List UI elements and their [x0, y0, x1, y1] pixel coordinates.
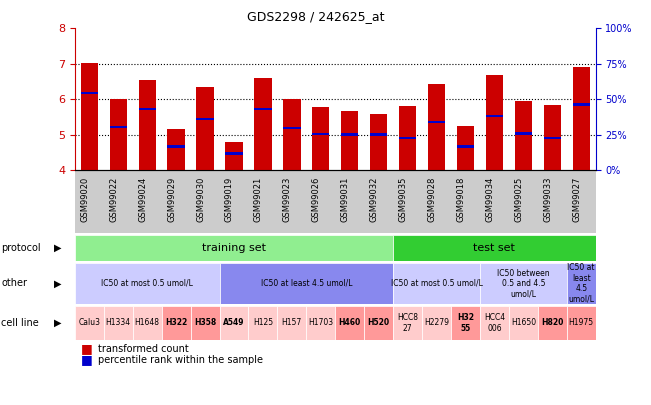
Bar: [451, 306, 480, 340]
Bar: [75, 263, 219, 304]
Bar: [393, 306, 422, 340]
Text: ▶: ▶: [54, 243, 62, 253]
Bar: [104, 306, 133, 340]
Text: IC50 at most 0.5 umol/L: IC50 at most 0.5 umol/L: [391, 279, 482, 288]
Text: ▶: ▶: [54, 279, 62, 288]
Bar: [283, 127, 301, 129]
Bar: [422, 306, 451, 340]
Bar: [139, 80, 156, 170]
Bar: [75, 306, 104, 340]
Text: H125: H125: [253, 318, 273, 328]
Text: ■: ■: [81, 354, 93, 367]
Bar: [544, 105, 561, 170]
Bar: [341, 133, 359, 136]
Bar: [191, 306, 219, 340]
Text: HCC4
006: HCC4 006: [484, 313, 505, 333]
Text: training set: training set: [202, 243, 266, 253]
Bar: [544, 137, 561, 139]
Text: H520: H520: [368, 318, 390, 328]
Bar: [370, 133, 387, 136]
Bar: [225, 152, 243, 155]
Bar: [197, 87, 214, 170]
Bar: [567, 263, 596, 304]
Bar: [370, 114, 387, 170]
Bar: [109, 98, 127, 170]
Text: H32
55: H32 55: [457, 313, 474, 333]
Text: ▶: ▶: [54, 318, 62, 328]
Bar: [167, 129, 185, 170]
Text: H820: H820: [541, 318, 564, 328]
Text: A549: A549: [223, 318, 245, 328]
Text: H1975: H1975: [568, 318, 594, 328]
Text: protocol: protocol: [1, 243, 41, 253]
Text: IC50 at least 4.5 umol/L: IC50 at least 4.5 umol/L: [260, 279, 352, 288]
Text: H1334: H1334: [105, 318, 131, 328]
Text: H2279: H2279: [424, 318, 449, 328]
Bar: [572, 103, 590, 106]
Bar: [219, 263, 393, 304]
Bar: [393, 263, 480, 304]
Bar: [225, 142, 243, 170]
Text: percentile rank within the sample: percentile rank within the sample: [98, 355, 262, 365]
Bar: [219, 306, 249, 340]
Bar: [283, 99, 301, 170]
Text: transformed count: transformed count: [98, 344, 188, 354]
Bar: [197, 118, 214, 120]
Text: cell line: cell line: [1, 318, 39, 328]
Bar: [139, 108, 156, 110]
Text: IC50 between
0.5 and 4.5
umol/L: IC50 between 0.5 and 4.5 umol/L: [497, 269, 549, 298]
Bar: [312, 107, 329, 170]
Bar: [161, 306, 191, 340]
Bar: [81, 63, 98, 170]
Bar: [393, 235, 596, 261]
Text: Calu3: Calu3: [78, 318, 100, 328]
Bar: [515, 101, 532, 170]
Bar: [428, 84, 445, 170]
Bar: [538, 306, 567, 340]
Bar: [133, 306, 161, 340]
Text: test set: test set: [473, 243, 516, 253]
Text: ■: ■: [81, 342, 93, 356]
Bar: [277, 306, 307, 340]
Bar: [572, 67, 590, 170]
Bar: [515, 132, 532, 135]
Text: H1650: H1650: [511, 318, 536, 328]
Bar: [486, 75, 503, 170]
Text: H460: H460: [339, 318, 361, 328]
Bar: [428, 121, 445, 124]
Bar: [480, 306, 509, 340]
Bar: [457, 126, 474, 170]
Bar: [399, 107, 416, 170]
Bar: [255, 78, 271, 170]
Bar: [81, 92, 98, 94]
Bar: [167, 145, 185, 148]
Bar: [255, 108, 271, 110]
Bar: [312, 133, 329, 135]
Bar: [486, 115, 503, 117]
Bar: [75, 235, 393, 261]
Bar: [509, 306, 538, 340]
Bar: [341, 111, 359, 170]
Text: H322: H322: [165, 318, 187, 328]
Bar: [335, 306, 364, 340]
Bar: [249, 306, 277, 340]
Bar: [364, 306, 393, 340]
Text: GDS2298 / 242625_at: GDS2298 / 242625_at: [247, 10, 385, 23]
Text: HCC8
27: HCC8 27: [397, 313, 418, 333]
Text: IC50 at
least
4.5
umol/L: IC50 at least 4.5 umol/L: [568, 263, 595, 304]
Bar: [480, 263, 567, 304]
Bar: [457, 145, 474, 148]
Text: other: other: [1, 279, 27, 288]
Bar: [109, 126, 127, 128]
Bar: [567, 306, 596, 340]
Text: H1703: H1703: [308, 318, 333, 328]
Text: H358: H358: [194, 318, 216, 328]
Text: H1648: H1648: [135, 318, 159, 328]
Text: H157: H157: [282, 318, 302, 328]
Bar: [399, 137, 416, 139]
Text: IC50 at most 0.5 umol/L: IC50 at most 0.5 umol/L: [102, 279, 193, 288]
Bar: [307, 306, 335, 340]
